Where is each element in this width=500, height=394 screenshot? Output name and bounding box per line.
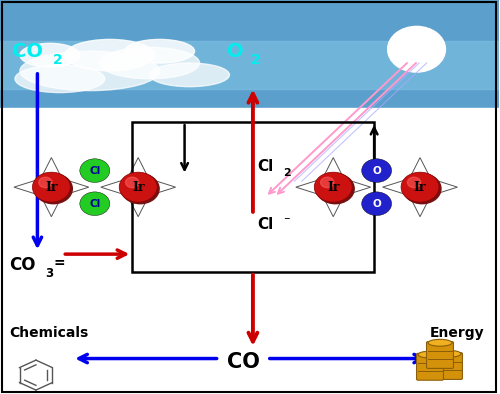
Circle shape xyxy=(121,174,159,204)
Text: 2: 2 xyxy=(250,53,260,67)
FancyBboxPatch shape xyxy=(426,342,454,368)
Polygon shape xyxy=(296,176,330,198)
Text: 2: 2 xyxy=(283,168,290,178)
Polygon shape xyxy=(124,189,152,217)
Text: O: O xyxy=(372,199,381,209)
Circle shape xyxy=(80,159,110,182)
Text: Ir: Ir xyxy=(132,181,144,193)
Circle shape xyxy=(408,177,420,188)
Text: CO: CO xyxy=(227,352,260,372)
Ellipse shape xyxy=(150,63,230,87)
Text: 3: 3 xyxy=(45,267,53,280)
Bar xyxy=(132,122,374,272)
Polygon shape xyxy=(336,176,370,198)
Ellipse shape xyxy=(65,39,154,71)
Polygon shape xyxy=(320,158,347,185)
Bar xyxy=(0,108,499,394)
Circle shape xyxy=(401,172,439,202)
Circle shape xyxy=(362,159,392,182)
Bar xyxy=(0,0,499,108)
Circle shape xyxy=(388,26,446,72)
Polygon shape xyxy=(140,176,175,198)
Text: Cl: Cl xyxy=(89,165,101,176)
Polygon shape xyxy=(320,189,347,217)
Circle shape xyxy=(32,172,70,202)
Circle shape xyxy=(126,177,139,188)
Text: Energy: Energy xyxy=(430,326,484,340)
Circle shape xyxy=(362,192,392,216)
Polygon shape xyxy=(382,176,418,198)
Polygon shape xyxy=(406,189,434,217)
Text: O: O xyxy=(372,165,381,176)
Polygon shape xyxy=(406,158,434,185)
Ellipse shape xyxy=(437,350,461,357)
Circle shape xyxy=(39,177,52,188)
Circle shape xyxy=(119,172,157,202)
Polygon shape xyxy=(422,176,458,198)
Ellipse shape xyxy=(428,339,452,346)
Polygon shape xyxy=(101,176,136,198)
Polygon shape xyxy=(14,176,49,198)
Ellipse shape xyxy=(15,65,105,93)
Text: Cl: Cl xyxy=(89,199,101,209)
Ellipse shape xyxy=(20,51,160,91)
Text: ⁻: ⁻ xyxy=(283,216,290,229)
Ellipse shape xyxy=(124,39,194,63)
Circle shape xyxy=(34,174,72,204)
Circle shape xyxy=(316,174,354,204)
Polygon shape xyxy=(54,176,89,198)
Circle shape xyxy=(403,174,441,204)
Bar xyxy=(0,41,499,89)
Text: Ir: Ir xyxy=(45,181,58,193)
Circle shape xyxy=(314,172,352,202)
Text: Ir: Ir xyxy=(414,181,426,193)
Ellipse shape xyxy=(418,351,442,358)
Text: Cl: Cl xyxy=(257,160,273,175)
Text: =: = xyxy=(54,256,66,270)
Text: O: O xyxy=(227,42,244,61)
Text: CO: CO xyxy=(9,256,36,274)
Text: CO: CO xyxy=(12,42,44,61)
Ellipse shape xyxy=(100,47,200,79)
FancyBboxPatch shape xyxy=(436,353,462,379)
Circle shape xyxy=(320,177,334,188)
Ellipse shape xyxy=(20,43,80,67)
Text: Ir: Ir xyxy=(327,181,340,193)
Text: Cl: Cl xyxy=(257,217,273,232)
FancyBboxPatch shape xyxy=(416,353,444,380)
Circle shape xyxy=(80,192,110,216)
Text: Chemicals: Chemicals xyxy=(9,326,88,340)
Polygon shape xyxy=(38,189,66,217)
Text: 2: 2 xyxy=(53,53,62,67)
Polygon shape xyxy=(38,158,66,185)
Polygon shape xyxy=(124,158,152,185)
